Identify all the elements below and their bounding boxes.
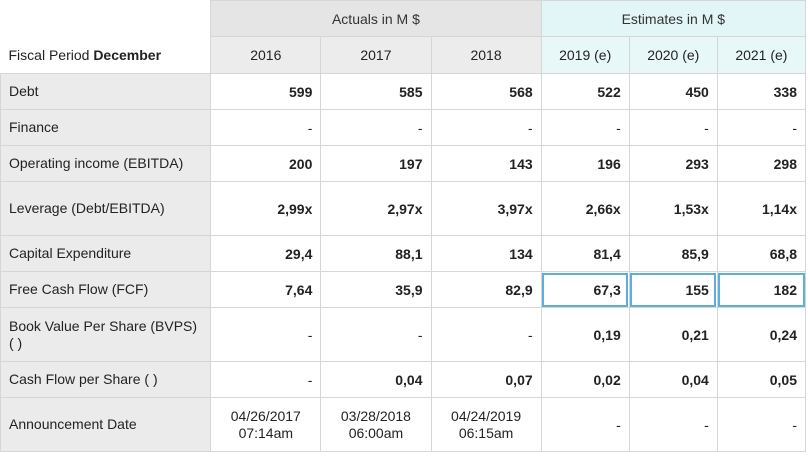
year-header-2016: 2016 (210, 36, 322, 74)
table-cell: - (540, 109, 630, 146)
table-cell: 134 (430, 235, 542, 272)
table-cell: 200 (210, 145, 322, 182)
table-cell: 2,66x (540, 181, 630, 236)
row-label: Cash Flow per Share ( ) (0, 361, 212, 398)
table-cell: - (210, 307, 322, 362)
table-body: Debt 599 585 568 522 450 338 Finance - - - - - - Opera… (0, 73, 807, 452)
table-cell: - (430, 109, 542, 146)
table-cell: 155 (628, 271, 718, 308)
year-header-2017: 2017 (320, 36, 432, 74)
table-cell: - (540, 397, 630, 452)
table-cell: 0,19 (540, 307, 630, 362)
table-cell: 0,02 (540, 361, 630, 398)
table-cell: 338 (716, 73, 807, 110)
table-row: Capital Expenditure 29,4 88,1 134 81,4 85,9 68… (0, 235, 807, 272)
table-cell: - (716, 397, 807, 452)
row-label: Operating income (EBITDA) (0, 145, 212, 182)
table-cell: - (628, 109, 718, 146)
actuals-group-header: Actuals in M $ (210, 0, 542, 37)
table-cell: 04/24/2019 06:15am (430, 397, 542, 452)
table-cell: 67,3 (540, 271, 630, 308)
table-cell: - (210, 361, 322, 398)
table-cell: 88,1 (320, 235, 432, 272)
table-cell: 0,04 (320, 361, 432, 398)
table-cell: 585 (320, 73, 432, 110)
table-cell: 29,4 (210, 235, 322, 272)
row-label: Capital Expenditure (0, 235, 212, 272)
table-cell: - (210, 109, 322, 146)
table-cell: - (320, 109, 432, 146)
table-cell: - (716, 109, 807, 146)
table-cell: 03/28/2018 06:00am (320, 397, 432, 452)
table-row: Operating income (EBITDA) 200 197 143 196 293… (0, 145, 807, 182)
table-cell: 197 (320, 145, 432, 182)
estimates-group-header: Estimates in M $ (540, 0, 807, 37)
table-row: Finance - - - - - - (0, 109, 807, 146)
table-cell: 7,64 (210, 271, 322, 308)
fiscal-period-label: Fiscal Period December (0, 36, 212, 74)
row-label: Finance (0, 109, 212, 146)
table-cell: - (320, 307, 432, 362)
table-row: Announcement Date 04/26/2017 07:14am 03/28… (0, 397, 807, 452)
row-label: Debt (0, 73, 212, 110)
table-cell: 599 (210, 73, 322, 110)
table-cell: 182 (716, 271, 807, 308)
row-label: Book Value Per Share (BVPS) ( ) (0, 307, 212, 362)
table-row: Debt 599 585 568 522 450 338 (0, 73, 807, 110)
table-row: Cash Flow per Share ( ) -0,04 0,07 0,02 0,04… (0, 361, 807, 398)
table-cell: 2,97x (320, 181, 432, 236)
table-cell: 293 (628, 145, 718, 182)
year-header-2020e: 2020 (e) (628, 36, 718, 74)
table-cell: 0,05 (716, 361, 807, 398)
row-label: Announcement Date (0, 397, 212, 452)
row-label: Leverage (Debt/EBITDA) (0, 181, 212, 236)
blank-corner (0, 0, 211, 37)
group-header-row: Actuals in M $ Estimates in M $ (0, 0, 807, 37)
year-header-row: Fiscal Period December 2016 2017 2018 20… (0, 36, 807, 74)
table-row: Leverage (Debt/EBITDA) 2,99x 2,97x 3,97x 2,6… (0, 181, 807, 236)
table-cell: 81,4 (540, 235, 630, 272)
year-header-2018: 2018 (430, 36, 542, 74)
table-cell: 568 (430, 73, 542, 110)
table-cell: 0,21 (628, 307, 718, 362)
table-cell: 450 (628, 73, 718, 110)
table-cell: 522 (540, 73, 630, 110)
table-cell: 2,99x (210, 181, 322, 236)
table-cell: 3,97x (430, 181, 542, 236)
fiscal-period-prefix: Fiscal Period (8, 46, 90, 63)
table-cell: 0,04 (628, 361, 718, 398)
table-cell: - (628, 397, 718, 452)
table-cell: 1,14x (716, 181, 807, 236)
row-label: Free Cash Flow (FCF) (0, 271, 212, 308)
fiscal-period-month: December (93, 46, 162, 63)
year-header-2019e: 2019 (e) (540, 36, 630, 74)
table-cell: 143 (430, 145, 542, 182)
table-cell: 298 (716, 145, 807, 182)
table-row: Book Value Per Share (BVPS) ( ) - - -0,19 0,… (0, 307, 807, 362)
table-cell: 85,9 (628, 235, 718, 272)
table-cell: - (430, 307, 542, 362)
table-row: Free Cash Flow (FCF) 7,64 35,9 82,9 67,3 155 1… (0, 271, 807, 308)
table-cell: 82,9 (430, 271, 542, 308)
table-cell: 0,07 (430, 361, 542, 398)
year-header-2021e: 2021 (e) (716, 36, 807, 74)
table-cell: 35,9 (320, 271, 432, 308)
table-cell: 1,53x (628, 181, 718, 236)
table-cell: 68,8 (716, 235, 807, 272)
table-cell: 04/26/2017 07:14am (210, 397, 322, 452)
table-cell: 196 (540, 145, 630, 182)
table-cell: 0,24 (716, 307, 807, 362)
